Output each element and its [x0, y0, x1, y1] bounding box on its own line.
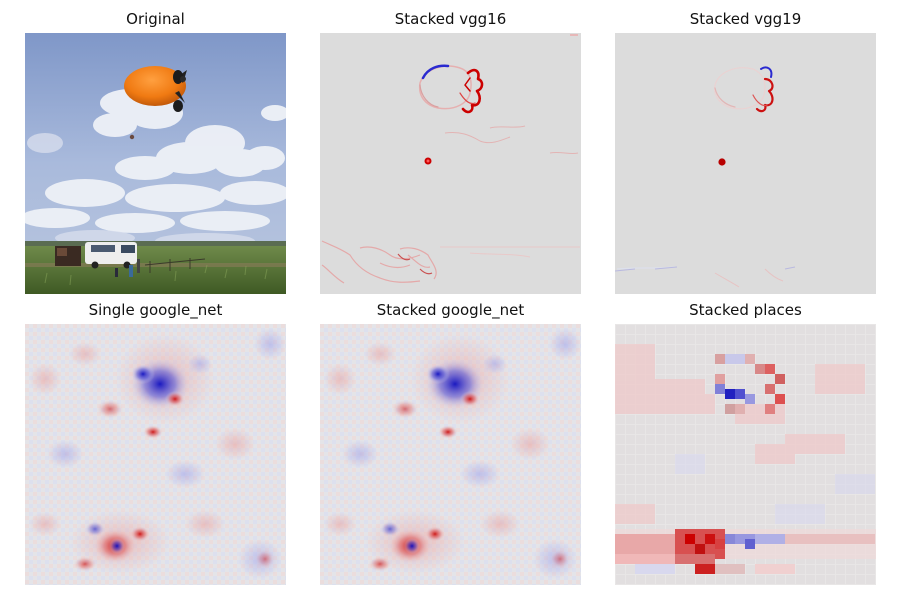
- panel-title: Original: [126, 10, 185, 28]
- saliency-map-stacked-places: [615, 324, 876, 585]
- saliency-map-single-google-net: [25, 324, 286, 585]
- panel-title: Stacked places: [689, 301, 802, 319]
- saliency-map-vgg19: [615, 33, 876, 294]
- panel-title: Stacked vgg19: [689, 10, 802, 28]
- panel-title: Stacked google_net: [376, 301, 525, 319]
- original-photo: [25, 33, 286, 294]
- panel-title: Single google_net: [88, 301, 223, 319]
- saliency-map-vgg16: [320, 33, 581, 294]
- panel-title: Stacked vgg16: [394, 10, 507, 28]
- saliency-map-stacked-google-net: [320, 324, 581, 585]
